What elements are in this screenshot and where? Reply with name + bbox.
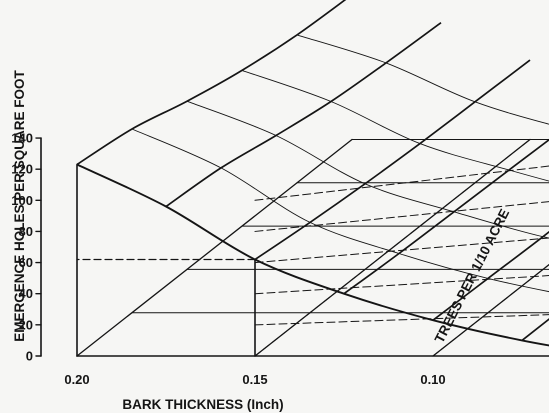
reference-dashed-line bbox=[254, 139, 531, 357]
value-dashed-guide bbox=[254, 237, 549, 264]
x-tick-label: 0.10 bbox=[420, 372, 445, 387]
y-tick-label: 140 bbox=[11, 131, 33, 146]
value-dashed-guide bbox=[254, 314, 549, 326]
y-tick-label: 120 bbox=[11, 162, 33, 177]
y-tick-label: 20 bbox=[19, 317, 33, 332]
surface-mesh-curve bbox=[296, 34, 549, 125]
x-tick-label: 0.15 bbox=[242, 372, 267, 387]
surface-depth-curve bbox=[343, 138, 549, 295]
surface-mesh bbox=[76, 0, 549, 357]
x-axis-title: BARK THICKNESS (Inch) bbox=[122, 397, 283, 412]
y-tick-label: 60 bbox=[19, 255, 33, 270]
tick-labels: 0204060801001201400.200.150.100.05102030… bbox=[11, 131, 445, 387]
reference-dashed-lines bbox=[76, 139, 549, 357]
value-dashed-guide bbox=[254, 275, 549, 295]
surface-depth-curve bbox=[432, 230, 549, 321]
y-tick-label: 100 bbox=[11, 193, 33, 208]
y-tick-label: 40 bbox=[19, 286, 33, 301]
surface-mesh-curve bbox=[131, 128, 549, 293]
surface-mesh-curve bbox=[241, 69, 549, 182]
surface-depth-curve bbox=[76, 0, 347, 166]
x-tick-label: 0.20 bbox=[64, 372, 89, 387]
value-dashed-guide bbox=[254, 165, 549, 201]
surface-front-curve bbox=[76, 163, 549, 347]
reference-dashed-line bbox=[432, 264, 549, 357]
surface-mesh-curve bbox=[186, 100, 549, 239]
value-dashed-guide bbox=[254, 201, 549, 232]
y-tick-label: 0 bbox=[26, 349, 33, 364]
y-tick-label: 80 bbox=[19, 224, 33, 239]
y-axis-title: EMERGENCE HOLES PER SQUARE FOOT bbox=[12, 69, 27, 341]
surface-depth-curve bbox=[165, 22, 442, 208]
floor-grid-line bbox=[76, 138, 353, 357]
